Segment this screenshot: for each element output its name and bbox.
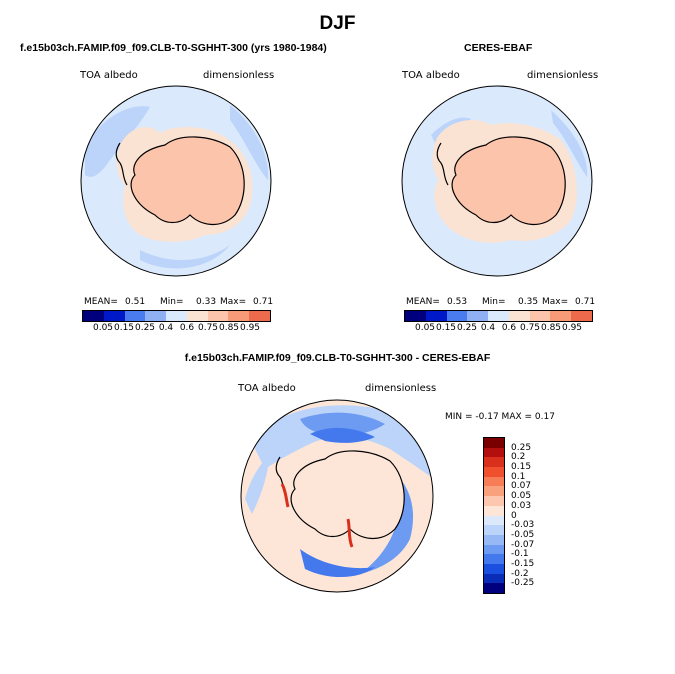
colorbar-swatch <box>571 311 593 321</box>
colorbar-tick-label: 0.15 <box>113 323 135 333</box>
colorbar-swatch <box>83 311 104 321</box>
panel2-title: CERES-EBAF <box>464 42 533 54</box>
colorbar-swatch <box>484 486 504 497</box>
panel3-colorbar <box>483 437 505 594</box>
colorbar-swatch <box>446 311 468 321</box>
panel2-max-label: Max= <box>542 297 569 307</box>
panel1-max: 0.71 <box>253 297 274 307</box>
colorbar-tick-label: -0.1 <box>511 549 529 560</box>
colorbar-tick-label: -0.03 <box>511 520 535 531</box>
panel1-title: f.e15b03ch.FAMIP.f09_f09.CLB-T0-SGHHT-30… <box>20 42 327 54</box>
colorbar-tick-label: 0.05 <box>414 323 436 333</box>
panel3-title: f.e15b03ch.FAMIP.f09_f09.CLB-T0-SGHHT-30… <box>184 352 491 364</box>
colorbar-tick-label: 0.4 <box>158 323 174 333</box>
panel1-max-label: Max= <box>220 297 247 307</box>
panel3-units: dimensionless <box>365 383 437 394</box>
colorbar-swatch <box>484 505 504 516</box>
colorbar-swatch <box>508 311 530 321</box>
colorbar-swatch <box>166 311 187 321</box>
colorbar-tick-label: 0.95 <box>561 323 583 333</box>
colorbar-tick-label: 0 <box>511 510 517 521</box>
colorbar-tick-label: 0.85 <box>540 323 562 333</box>
colorbar-swatch <box>484 457 504 468</box>
colorbar-swatch <box>484 534 504 545</box>
panel1-map <box>80 85 272 277</box>
colorbar-swatch <box>124 311 146 321</box>
colorbar-swatch <box>186 311 208 321</box>
colorbar-swatch <box>145 311 167 321</box>
colorbar-swatch <box>103 311 125 321</box>
colorbar-tick-label: 0.25 <box>134 323 156 333</box>
colorbar-tick-label: 0.1 <box>511 471 526 482</box>
panel3-variable: TOA albedo <box>238 383 296 394</box>
panel2-variable: TOA albedo <box>402 70 460 81</box>
panel2-min-label: Min= <box>482 297 506 307</box>
colorbar-swatch <box>488 311 509 321</box>
colorbar-tick-label: -0.25 <box>511 578 535 589</box>
panel1-mean: 0.51 <box>125 297 146 307</box>
panel3-minmax: MIN = -0.17 MAX = 0.17 <box>445 412 555 422</box>
colorbar-swatch <box>228 311 250 321</box>
colorbar-swatch <box>550 311 572 321</box>
colorbar-swatch <box>484 467 504 477</box>
colorbar-tick-label: 0.15 <box>435 323 457 333</box>
colorbar-tick-label: 0.25 <box>456 323 478 333</box>
colorbar-tick-label: -0.15 <box>511 558 535 569</box>
colorbar-tick-label: 0.03 <box>511 500 532 511</box>
colorbar-swatch <box>405 311 426 321</box>
panel1-min-label: Min= <box>160 297 184 307</box>
colorbar-tick-label: 0.85 <box>218 323 240 333</box>
panel2-map <box>401 85 593 277</box>
panel2-mean-label: MEAN= <box>406 297 440 307</box>
colorbar-tick-label: 0.75 <box>197 323 219 333</box>
colorbar-tick-label: -0.2 <box>511 568 529 579</box>
colorbar-swatch <box>484 496 504 506</box>
panel1-mean-label: MEAN= <box>84 297 118 307</box>
colorbar-swatch <box>484 573 504 584</box>
panel2-colorbar <box>404 310 593 322</box>
colorbar-swatch <box>484 554 504 564</box>
colorbar-swatch <box>484 515 504 526</box>
colorbar-swatch <box>484 544 504 555</box>
colorbar-swatch <box>484 563 504 574</box>
colorbar-swatch <box>249 311 271 321</box>
panel1-colorbar <box>82 310 271 322</box>
colorbar-swatch <box>484 525 504 535</box>
colorbar-tick-label: 0.07 <box>511 481 532 492</box>
panel2-units: dimensionless <box>527 70 599 81</box>
panel1-units: dimensionless <box>203 70 275 81</box>
colorbar-tick-label: -0.07 <box>511 539 535 550</box>
colorbar-swatch <box>484 447 504 458</box>
colorbar-tick-label: 0.6 <box>501 323 517 333</box>
panel2-min: 0.35 <box>518 297 539 307</box>
colorbar-tick-label: 0.2 <box>511 452 526 463</box>
colorbar-tick-label: 0.95 <box>239 323 261 333</box>
colorbar-swatch <box>484 438 504 448</box>
colorbar-swatch <box>529 311 551 321</box>
colorbar-tick-label: 0.05 <box>511 491 532 502</box>
page-title: DJF <box>319 13 356 34</box>
colorbar-swatch <box>484 476 504 487</box>
panel1-variable: TOA albedo <box>80 70 138 81</box>
colorbar-swatch <box>484 583 504 593</box>
panel2-max: 0.71 <box>575 297 596 307</box>
colorbar-tick-label: -0.05 <box>511 529 535 540</box>
panel3-map <box>240 399 434 593</box>
colorbar-tick-label: 0.4 <box>480 323 496 333</box>
colorbar-tick-label: 0.05 <box>92 323 114 333</box>
colorbar-swatch <box>425 311 447 321</box>
panel2-mean: 0.53 <box>447 297 468 307</box>
colorbar-tick-label: 0.75 <box>519 323 541 333</box>
panel1-min: 0.33 <box>196 297 217 307</box>
colorbar-swatch <box>467 311 489 321</box>
colorbar-tick-label: 0.25 <box>511 442 532 453</box>
colorbar-swatch <box>207 311 229 321</box>
colorbar-tick-label: 0.6 <box>179 323 195 333</box>
colorbar-tick-label: 0.15 <box>511 462 532 473</box>
